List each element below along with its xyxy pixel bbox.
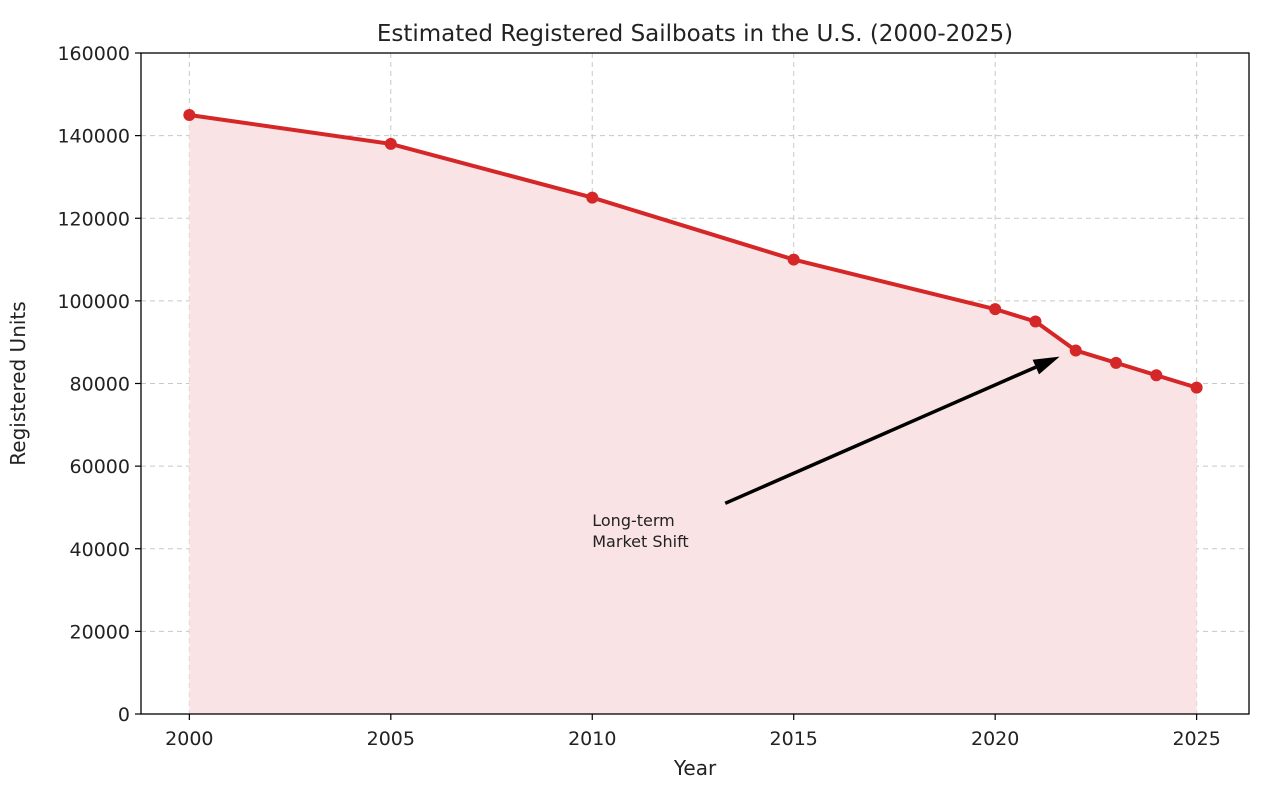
y-tick-label-40000: 40000: [70, 539, 130, 561]
area-layer: [189, 114, 1197, 714]
annotation-arrow-shaft: [724, 365, 1037, 505]
points-layer: [183, 108, 1203, 394]
data-point-2022: [1069, 344, 1082, 357]
x-axis-label: Year: [673, 756, 717, 780]
data-point-2023: [1110, 356, 1123, 369]
data-point-2025: [1190, 381, 1203, 394]
data-point-2015: [787, 253, 800, 266]
y-axis-label: Registered Units: [6, 301, 30, 465]
line-layer: [189, 112, 1198, 390]
x-tick-label-2020: 2020: [971, 728, 1019, 750]
y-tick-label-20000: 20000: [70, 621, 130, 643]
y-tick-label-80000: 80000: [70, 374, 130, 396]
chart-title: Estimated Registered Sailboats in the U.…: [377, 21, 1013, 47]
annotation-text: Long-term Market Shift: [592, 511, 688, 551]
x-tick-label-2005: 2005: [367, 728, 415, 750]
y-tick-label-0: 0: [118, 704, 130, 726]
series-line: [189, 112, 1198, 390]
y-tick-label-120000: 120000: [57, 208, 130, 230]
x-tick-label-2000: 2000: [165, 728, 213, 750]
data-point-2000: [183, 108, 196, 121]
y-tick-label-60000: 60000: [70, 456, 130, 478]
annotation-line-1: Long-term: [592, 511, 675, 530]
annotation-line-2: Market Shift: [592, 532, 688, 551]
annotation-arrow-head: [1032, 356, 1060, 375]
data-point-2010: [586, 191, 599, 204]
annotation: Long-term Market Shift: [592, 356, 1060, 551]
x-axis: 2000 2005 2010 2015 2020 2025: [165, 714, 1221, 750]
x-tick-label-2010: 2010: [568, 728, 616, 750]
data-point-2005: [384, 137, 397, 150]
y-tick-label-140000: 140000: [57, 126, 130, 148]
y-tick-label-100000: 100000: [57, 291, 130, 313]
y-tick-label-160000: 160000: [57, 43, 130, 65]
data-point-2020: [989, 303, 1002, 316]
area-fill: [189, 114, 1197, 714]
x-tick-label-2015: 2015: [770, 728, 818, 750]
x-tick-label-2025: 2025: [1172, 728, 1220, 750]
data-point-2024: [1150, 369, 1163, 382]
data-point-2021: [1029, 315, 1042, 328]
y-axis: 0 20000 40000 60000 80000 100000 120000 140000 1…: [57, 43, 141, 726]
